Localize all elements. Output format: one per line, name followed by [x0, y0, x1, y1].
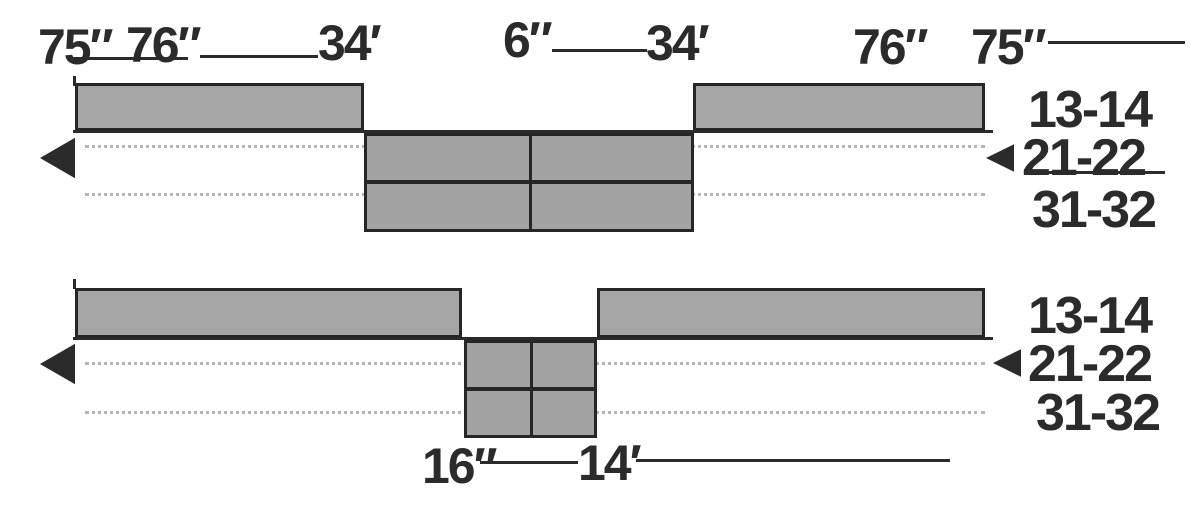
row-label-13-14: 13-14 [1028, 81, 1153, 139]
leader-line [480, 461, 578, 464]
baseline [73, 337, 993, 340]
leader-line [1030, 171, 1165, 174]
row-pointer-left-arrow-icon [993, 349, 1021, 377]
row-label-13-14: 13-14 [1028, 287, 1153, 345]
dim-cell-width: 16″ [422, 438, 498, 494]
dim-left-width-2: 76″ [126, 17, 202, 73]
row-pointer-left-arrow-icon [986, 144, 1014, 172]
grid-cell-22 [529, 133, 694, 183]
slab-bar-row1-right [597, 288, 985, 338]
leader-line [70, 57, 188, 60]
row-label-31-32: 31-32 [1032, 181, 1157, 239]
edge-tick [73, 279, 76, 289]
leader-line [200, 55, 318, 58]
baseline [73, 130, 993, 133]
grid-cell-32 [529, 181, 694, 232]
grid-cell-21 [464, 340, 533, 390]
slab-bar-row1-left [75, 288, 462, 338]
row-label-31-32: 31-32 [1036, 384, 1161, 442]
leader-line [1048, 41, 1185, 44]
slab-bar-row1-left [75, 83, 364, 131]
grid-cell-31 [364, 181, 532, 232]
leader-line [552, 49, 647, 52]
grid-cell-32 [530, 388, 597, 438]
direction-left-arrow-icon [40, 343, 75, 385]
direction-left-arrow-icon [40, 137, 75, 179]
dim-span-length: 14′ [578, 435, 642, 491]
dim-right-width-2: 75″ [971, 19, 1047, 75]
grid-cell-31 [464, 388, 533, 438]
dim-right-width-1: 76″ [853, 19, 929, 75]
row-label-21-22: 21-22 [1028, 335, 1153, 393]
grid-cell-21 [364, 133, 532, 183]
dim-center-gap: 6″ [503, 12, 553, 68]
edge-tick [73, 76, 76, 86]
dim-left-width-1: 75″ [38, 19, 114, 75]
slab-bar-row1-right [693, 83, 985, 131]
grid-cell-22 [530, 340, 597, 390]
dim-right-length: 34′ [646, 15, 710, 71]
dim-left-length: 34′ [318, 15, 382, 71]
leader-line [636, 459, 950, 462]
row-label-21-22: 21-22 [1022, 129, 1147, 187]
